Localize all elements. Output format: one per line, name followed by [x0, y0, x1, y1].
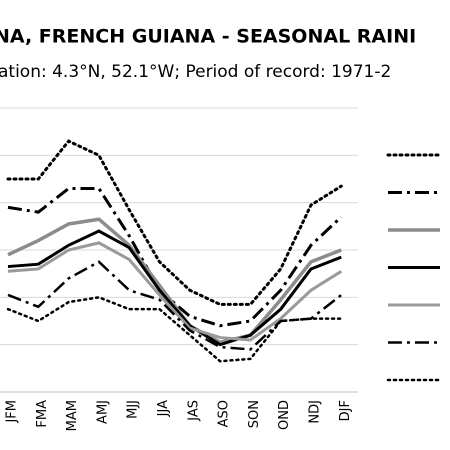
x-tick-label: ASO: [217, 400, 232, 427]
x-tick-label: FMA: [35, 400, 50, 428]
chart-title: NA, FRENCH GUIANA - SEASONAL RAINI: [0, 26, 416, 48]
x-tick-label: JAS: [186, 400, 201, 422]
series-line: [7, 229, 342, 347]
x-tick-label: MAM: [65, 400, 80, 431]
series-line: [6, 296, 343, 363]
x-tick-label: JFM: [5, 400, 20, 424]
x-tick-label: AMJ: [95, 400, 110, 424]
x-tick-label: DJF: [338, 400, 353, 421]
series-line: [7, 217, 342, 345]
x-tick-label: NDJ: [308, 400, 323, 424]
x-tick-label: OND: [277, 400, 292, 430]
x-tick-label: MJJ: [126, 400, 141, 419]
chart-subtitle: ation: 4.3°N, 52.1°W; Period of record: …: [0, 62, 391, 82]
x-tick-label: JJA: [156, 400, 171, 417]
series-line: [7, 241, 343, 342]
x-tick-label: SON: [247, 400, 262, 428]
series-line: [6, 139, 343, 306]
